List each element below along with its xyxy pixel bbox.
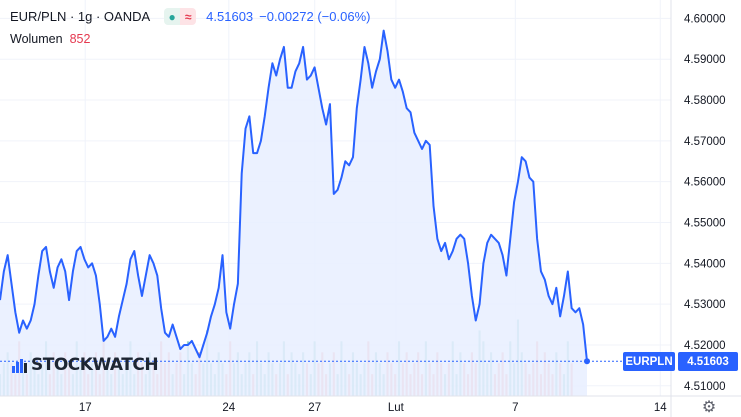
y-tick-label: 4.60000: [684, 13, 726, 25]
x-tick-label: 14: [654, 402, 667, 414]
volume-label: Wolumen: [10, 32, 63, 46]
volume-value: 852: [69, 32, 91, 46]
gear-icon[interactable]: ⚙: [701, 399, 717, 416]
x-tick-label: 17: [79, 402, 92, 414]
status-pill[interactable]: ● ≈: [164, 8, 197, 25]
logo-bars-icon: [12, 359, 27, 373]
y-tick-label: 4.54000: [684, 258, 726, 270]
price-change: −0.00272 (−0.06%): [259, 9, 371, 24]
y-tick-label: 4.59000: [684, 54, 726, 66]
price-line: [0, 29, 588, 362]
x-tick-label: 24: [222, 402, 235, 414]
y-tick-label: 4.57000: [684, 136, 726, 148]
y-tick-label: 4.55000: [684, 217, 726, 229]
last-price-dot: [584, 358, 590, 365]
y-tick-label: 4.56000: [684, 177, 726, 189]
y-tick-label: 4.53000: [684, 299, 726, 311]
last-price: 4.51603: [206, 9, 254, 24]
chart-legend: EUR/PLN · 1g · OANDA ● ≈ 4.51603 −0.0027…: [10, 8, 376, 25]
logo-text: STOCKWATCH: [31, 355, 159, 375]
market-status-icon: ●: [164, 8, 181, 25]
stockwatch-logo: STOCKWATCH: [12, 355, 159, 375]
x-tick-label: 27: [308, 402, 321, 414]
volume-legend: Wolumen 852: [10, 32, 90, 46]
y-tick-label: 4.52000: [684, 340, 726, 352]
symbol-tag: EURPLN: [623, 352, 675, 371]
symbol-title: EUR/PLN · 1g · OANDA: [10, 9, 151, 24]
y-tick-label: 4.51000: [684, 381, 726, 393]
x-tick-label: Lut: [388, 402, 405, 414]
y-tick-label: 4.58000: [684, 95, 726, 107]
price-area: [0, 30, 587, 397]
wave-icon: ≈: [180, 8, 197, 25]
price-tag: 4.51603: [678, 352, 738, 371]
x-tick-label: 7: [512, 402, 518, 414]
